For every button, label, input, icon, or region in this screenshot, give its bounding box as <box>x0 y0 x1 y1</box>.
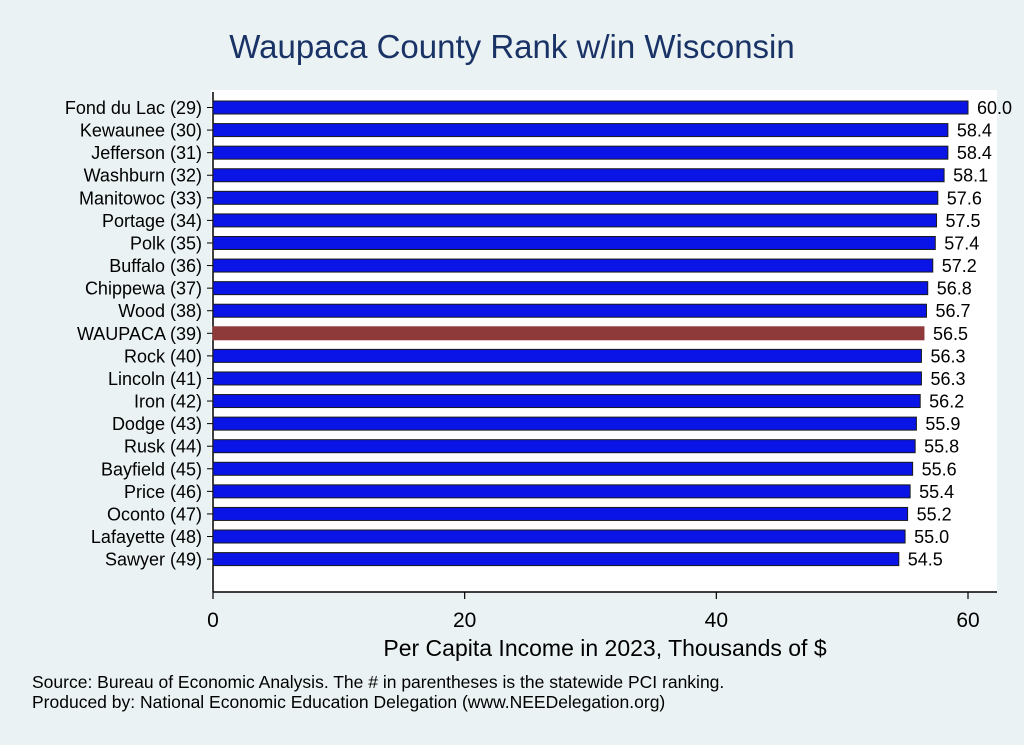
bar <box>212 100 969 115</box>
category-label: Lincoln (41) <box>108 369 202 389</box>
category-label: Portage (34) <box>102 211 202 231</box>
bar <box>212 281 929 296</box>
x-tick-label: 20 <box>453 609 476 632</box>
value-label: 57.6 <box>947 188 982 208</box>
bar <box>212 168 945 183</box>
value-label: 54.5 <box>908 550 943 570</box>
category-label: Iron (42) <box>134 392 202 412</box>
bar <box>212 258 934 273</box>
bar <box>212 123 949 138</box>
value-label: 55.8 <box>924 437 959 457</box>
x-tick-label: 0 <box>207 609 219 632</box>
bar <box>212 484 911 499</box>
value-label: 55.6 <box>922 459 957 479</box>
bar <box>212 461 914 476</box>
bar-highlight <box>212 326 925 341</box>
category-label: Manitowoc (33) <box>79 188 202 208</box>
value-label: 60.0 <box>977 98 1012 118</box>
category-label: WAUPACA (39) <box>77 324 202 344</box>
category-label: Oconto (47) <box>107 504 202 524</box>
category-label: Kewaunee (30) <box>80 121 202 141</box>
value-label: 56.3 <box>930 346 965 366</box>
bar <box>212 529 906 544</box>
bar <box>212 552 900 567</box>
x-tick-label: 60 <box>956 609 979 632</box>
category-label: Fond du Lac (29) <box>65 98 202 118</box>
value-label: 57.5 <box>946 211 981 231</box>
category-label: Lafayette (48) <box>91 527 202 547</box>
x-axis-title: Per Capita Income in 2023, Thousands of … <box>383 635 826 661</box>
bar <box>212 416 917 431</box>
value-label: 55.0 <box>914 527 949 547</box>
value-label: 55.2 <box>917 504 952 524</box>
category-label: Dodge (43) <box>112 414 202 434</box>
chart-title: Waupaca County Rank w/in Wisconsin <box>229 28 795 65</box>
source-note: Source: Bureau of Economic Analysis. The… <box>32 672 725 692</box>
value-label: 58.4 <box>957 143 992 163</box>
category-label: Buffalo (36) <box>109 256 202 276</box>
value-label: 56.2 <box>929 392 964 412</box>
value-label: 56.5 <box>933 324 968 344</box>
category-label: Washburn (32) <box>84 166 202 186</box>
value-label: 57.4 <box>944 233 979 253</box>
bar <box>212 439 916 454</box>
bar <box>212 190 939 205</box>
category-label: Rusk (44) <box>124 437 202 457</box>
value-label: 56.8 <box>937 279 972 299</box>
bar <box>212 371 922 386</box>
bar <box>212 394 921 409</box>
category-label: Wood (38) <box>118 301 202 321</box>
category-label: Jefferson (31) <box>91 143 202 163</box>
value-label: 55.4 <box>919 482 954 502</box>
bar <box>212 145 949 160</box>
bar <box>212 506 909 521</box>
value-label: 55.9 <box>925 414 960 434</box>
producer-note: Produced by: National Economic Education… <box>32 692 666 712</box>
category-label: Polk (35) <box>130 233 202 253</box>
category-label: Price (46) <box>124 482 202 502</box>
category-label: Sawyer (49) <box>105 550 202 570</box>
value-label: 58.1 <box>953 166 988 186</box>
value-label: 58.4 <box>957 121 992 141</box>
bar <box>212 348 922 363</box>
bar <box>212 213 938 228</box>
x-tick-label: 40 <box>705 609 728 632</box>
category-label: Rock (40) <box>124 346 202 366</box>
value-label: 56.7 <box>935 301 970 321</box>
value-label: 57.2 <box>942 256 977 276</box>
category-label: Chippewa (37) <box>85 279 202 299</box>
bar <box>212 303 927 318</box>
category-label: Bayfield (45) <box>101 459 202 479</box>
value-label: 56.3 <box>930 369 965 389</box>
bar <box>212 235 936 250</box>
